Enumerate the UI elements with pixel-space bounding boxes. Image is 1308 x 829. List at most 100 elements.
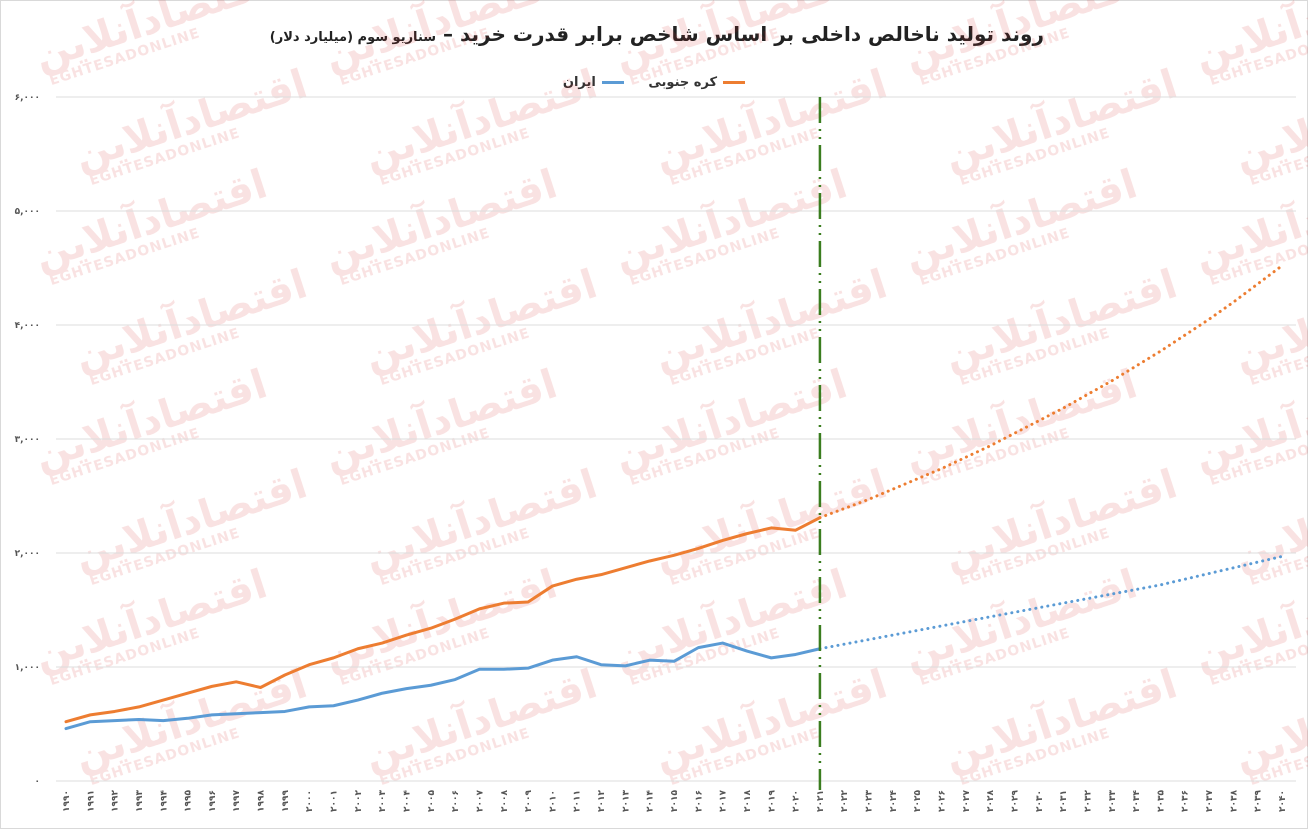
x-tick-label: ۲۰۳۸ [1229, 790, 1239, 812]
x-tick-label: ۲۰۲۳ [865, 790, 875, 812]
x-tick-label: ۲۰۰۶ [451, 790, 461, 812]
x-tick-label: ۲۰۰۰ [305, 790, 315, 812]
watermark-text-arabic: اقتصادآنلاین [938, 58, 1183, 179]
legend-swatch-korea [723, 81, 746, 84]
y-tick-label: ۴,۰۰۰ [15, 321, 40, 331]
watermark-text-arabic: اقتصادآنلاین [608, 358, 853, 479]
x-tick-label: ۲۰۲۲ [840, 790, 850, 812]
x-tick-label: ۲۰۳۰ [1035, 790, 1045, 812]
series-lines [64, 97, 1284, 790]
legend-label-korea: کره جنوبی [648, 75, 718, 90]
watermark-text-arabic: اقتصادآنلاین [68, 258, 313, 379]
watermark-text-arabic: اقتصادآنلاین [68, 458, 313, 579]
x-tick-label: ۱۹۹۵ [184, 790, 194, 812]
x-tick-label: ۲۰۱۳ [621, 790, 631, 812]
series-line-1-historical [64, 641, 822, 731]
watermark-text-arabic: اقتصادآنلاین [898, 558, 1143, 679]
legend-swatch-iran [601, 81, 624, 84]
x-tick-label: ۱۹۹۷ [232, 790, 242, 812]
x-tick-label: ۲۰۳۶ [1181, 790, 1191, 812]
chart-legend: کره جنوبی ایران [0, 73, 1308, 90]
chart-title: روند تولید ناخالص داخلی بر اساس شاخص برا… [270, 22, 1044, 46]
watermark-text-arabic: اقتصادآنلاین [938, 258, 1183, 379]
x-tick-label: ۲۰۳۵ [1156, 790, 1166, 812]
gridlines [56, 96, 1296, 782]
x-tick-label: ۱۹۹۳ [135, 790, 145, 812]
x-tick-label: ۲۰۰۳ [378, 790, 388, 812]
x-tick-label: ۱۹۹۹ [281, 790, 291, 812]
watermark-text-arabic: اقتصادآنلاین [358, 458, 603, 579]
watermark-text-arabic: اقتصادآنلاین [68, 58, 313, 179]
x-tick-label: ۱۹۹۸ [257, 790, 267, 812]
watermark-text-arabic: اقتصادآنلاین [938, 458, 1183, 579]
x-tick-label: ۲۰۱۹ [767, 790, 777, 812]
x-tick-label: ۲۰۲۱ [816, 790, 826, 812]
legend-entry-korea: کره جنوبی [648, 75, 746, 90]
x-tick-label: ۲۰۲۵ [913, 790, 923, 812]
y-tick-label: ۰ [35, 777, 41, 787]
x-tick-label: ۱۹۹۰ [62, 790, 72, 812]
watermark-text-arabic: اقتصادآنلاین [28, 158, 273, 279]
x-tick-label: ۱۹۹۴ [159, 790, 169, 812]
watermark-text-arabic: اقتصادآنلاین [318, 158, 563, 279]
x-tick-label: ۲۰۳۱ [1059, 790, 1069, 812]
x-axis-ticks: ۱۹۹۰ ۱۹۹۱ ۱۹۹۲ ۱۹۹۳ ۱۹۹۴ ۱۹۹۵ ۱۹۹۶ ۱۹۹۷ ۱۹۹۸ ۱۹۹۹… [62, 790, 1288, 812]
watermark-text-arabic: اقتصادآنلاین [898, 158, 1143, 279]
x-tick-label: ۲۰۱۱ [573, 790, 583, 812]
chart-title-text: روند تولید ناخالص داخلی بر اساس شاخص برا… [443, 22, 1044, 46]
series-line-0-projection [818, 264, 1284, 520]
x-tick-label: ۱۹۹۱ [86, 790, 96, 812]
series-line-0-historical [64, 516, 822, 724]
watermark-text-arabic: اقتصادآنلاین [608, 158, 853, 279]
y-axis-ticks: ۰ ۱,۰۰۰ ۲,۰۰۰ ۳,۰۰۰ ۴,۰۰۰ ۵,۰۰۰ ۶,۰۰۰ [15, 93, 40, 787]
x-tick-label: ۱۹۹۶ [208, 790, 218, 812]
x-tick-label: ۲۰۱۴ [646, 790, 656, 812]
x-tick-label: ۲۰۳۳ [1108, 790, 1118, 812]
x-tick-label: ۲۰۱۵ [670, 790, 680, 812]
watermark-text-arabic: اقتصادآنلاین [648, 258, 893, 379]
x-tick-label: ۲۰۰۱ [330, 790, 340, 812]
legend-label-iran: ایران [562, 75, 596, 90]
watermark-text-arabic: اقتصادآنلاین [28, 358, 273, 479]
chart-subtitle: سناریو سوم (میلیارد دلار) [269, 30, 437, 45]
x-tick-label: ۲۰۳۹ [1254, 790, 1264, 812]
x-tick-label: ۲۰۳۴ [1132, 790, 1142, 812]
watermark-text-arabic: اقتصادآنلاین [358, 258, 603, 379]
watermark-text-arabic: اقتصادآنلاین [648, 658, 893, 779]
y-tick-label: ۱,۰۰۰ [15, 663, 40, 673]
x-tick-label: ۲۰۲۷ [962, 790, 972, 812]
x-tick-label: ۲۰۱۶ [694, 790, 704, 812]
watermark-text-arabic: اقتصادآنلاین [318, 558, 563, 679]
watermark-text-arabic: اقتصادآنلاین [898, 358, 1143, 479]
x-tick-label: ۲۰۳۲ [1083, 790, 1093, 812]
x-tick-label: ۲۰۱۰ [548, 790, 558, 812]
x-tick-label: ۲۰۱۷ [719, 790, 729, 812]
watermark-text-arabic: اقتصادآنلاین [318, 358, 563, 479]
x-tick-label: ۲۰۲۰ [792, 790, 802, 812]
x-tick-label: ۲۰۲۹ [1010, 790, 1020, 812]
y-tick-label: ۲,۰۰۰ [15, 549, 40, 559]
x-tick-label: ۲۰۴۰ [1278, 790, 1288, 812]
y-tick-label: ۳,۰۰۰ [15, 435, 40, 445]
x-tick-label: ۲۰۳۷ [1205, 790, 1215, 812]
